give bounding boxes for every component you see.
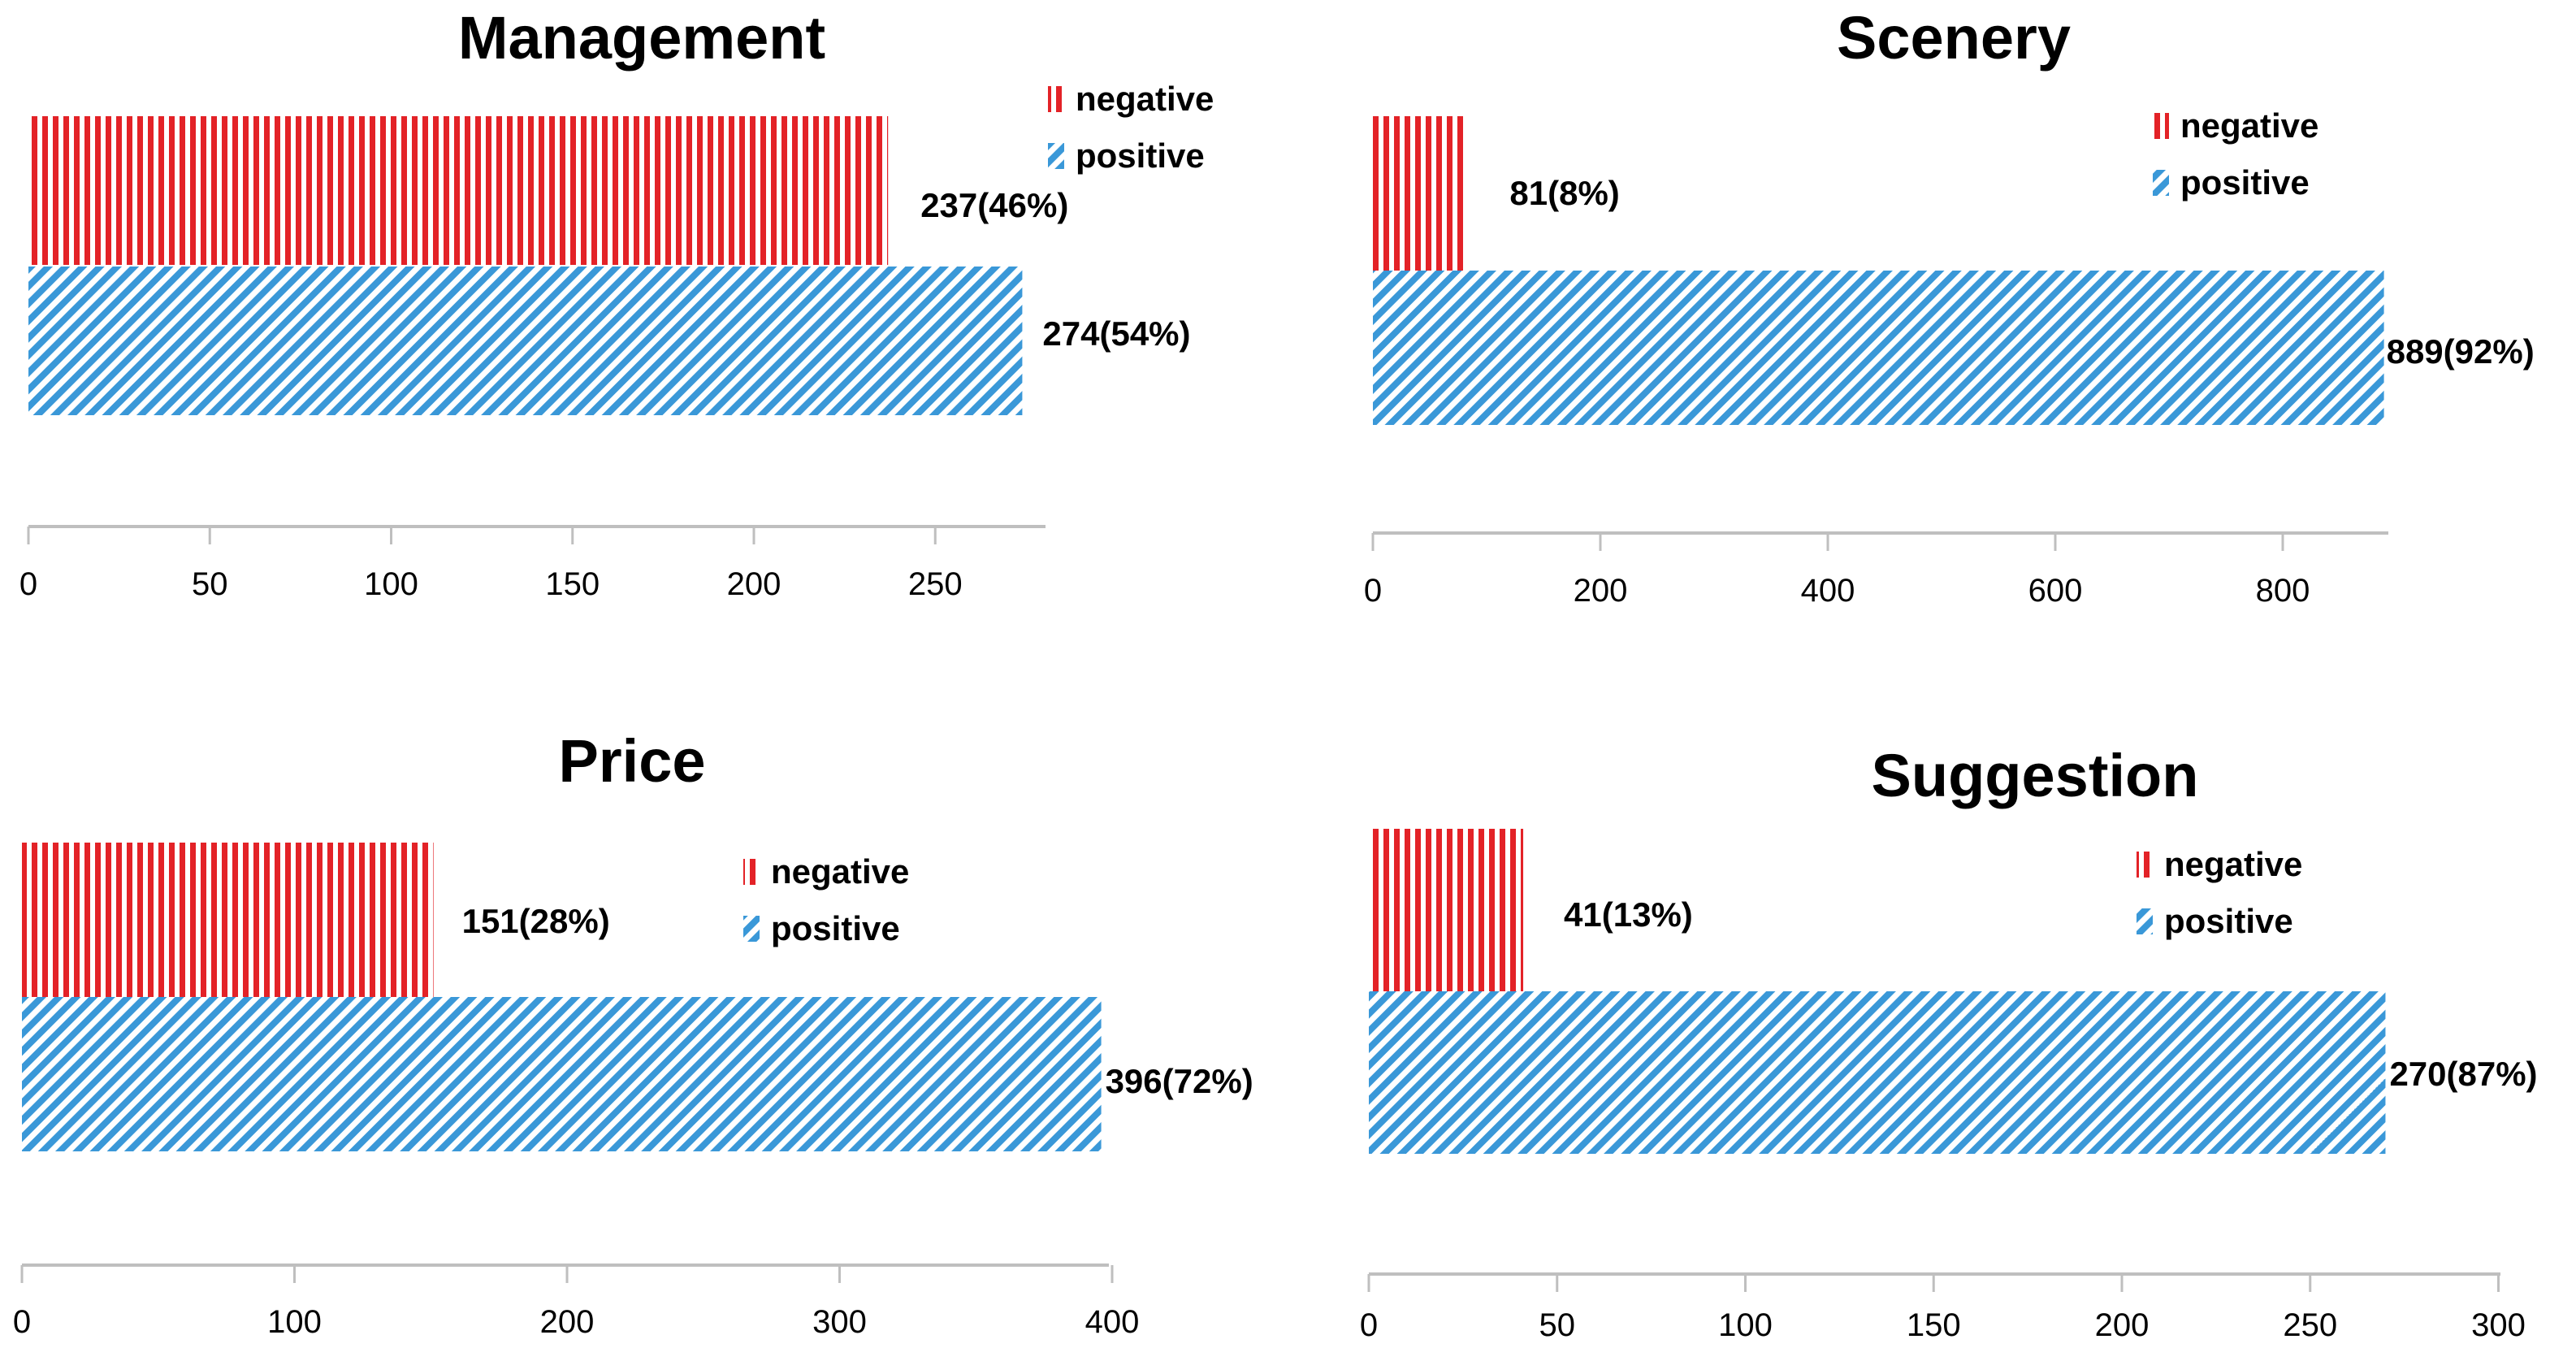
legend-label-positive: positive (2164, 902, 2293, 940)
legend-swatch-positive (1048, 143, 1064, 169)
chart-title: Price (558, 727, 705, 795)
legend-label-positive: positive (771, 909, 900, 947)
data-label-positive: 270(87%) (2389, 1055, 2537, 1093)
bar-positive (22, 997, 1102, 1151)
bar-negative (28, 116, 889, 265)
x-tick-label: 300 (2471, 1307, 2526, 1343)
x-tick-label: 200 (2095, 1307, 2150, 1343)
x-tick-label: 200 (540, 1304, 595, 1340)
data-label-negative: 81(8%) (1509, 174, 1619, 212)
bar-negative (22, 843, 434, 997)
x-tick-label: 600 (2028, 573, 2083, 609)
data-label-positive: 274(54%) (1042, 314, 1190, 353)
x-tick-label: 250 (908, 566, 963, 602)
x-tick-label: 300 (812, 1304, 867, 1340)
bar-positive (28, 267, 1023, 415)
chart-scenery: Scenery 81(8%) 889(92%) 0 200 400 600 800 negati… (1364, 4, 2535, 609)
legend-label-positive: positive (2180, 163, 2310, 202)
x-tick-label: 150 (1907, 1307, 1961, 1343)
x-tick-label: 400 (1085, 1304, 1140, 1340)
legend-swatch-negative (743, 859, 760, 885)
x-tick-label: 200 (1574, 573, 1628, 609)
legend-label-negative: negative (2180, 106, 2318, 145)
legend-label-negative: negative (2164, 845, 2302, 883)
chart-management: Management 237(46%) 274(54%) 0 50 100 150 200 25… (19, 4, 1214, 602)
data-label-positive: 396(72%) (1106, 1062, 1253, 1100)
chart-price: Price 151(28%) 396(72%) 0 100 200 300 400 negati… (13, 727, 1253, 1340)
x-tick-label: 0 (1360, 1307, 1378, 1343)
legend-swatch-positive (2137, 908, 2153, 934)
bar-negative (1369, 829, 1524, 991)
bar-positive (1373, 271, 2384, 425)
legend-label-negative: negative (1076, 80, 1214, 118)
x-tick-label: 800 (2256, 573, 2310, 609)
legend-swatch-negative (1048, 86, 1064, 112)
chart-title: Scenery (1837, 4, 2071, 72)
x-tick-label: 50 (192, 566, 228, 602)
chart-title: Management (458, 4, 825, 72)
data-label-negative: 151(28%) (462, 902, 610, 940)
x-tick-label: 0 (13, 1304, 31, 1340)
legend-swatch-positive (2153, 170, 2169, 196)
x-tick-label: 200 (727, 566, 781, 602)
chart-title: Suggestion (1872, 742, 2199, 809)
x-tick-label: 0 (1364, 573, 1382, 609)
x-tick-label: 0 (19, 566, 37, 602)
legend-label-positive: positive (1076, 137, 1205, 175)
x-tick-label: 100 (364, 566, 418, 602)
legend-swatch-negative (2153, 113, 2169, 139)
bar-negative (1373, 116, 1466, 271)
legend-swatch-positive (743, 916, 760, 942)
data-label-negative: 41(13%) (1564, 895, 1693, 934)
legend-swatch-negative (2137, 852, 2153, 878)
bar-positive (1369, 991, 2386, 1154)
chart-suggestion: Suggestion 41(13%) 270(87%) 0 50 100 150 200 250… (1360, 742, 2538, 1343)
data-label-positive: 889(92%) (2387, 332, 2535, 371)
x-tick-label: 50 (1539, 1307, 1576, 1343)
x-tick-label: 250 (2283, 1307, 2337, 1343)
x-tick-label: 100 (267, 1304, 322, 1340)
x-tick-label: 100 (1718, 1307, 1773, 1343)
legend-label-negative: negative (771, 852, 909, 891)
data-label-negative: 237(46%) (920, 186, 1068, 224)
x-tick-label: 150 (545, 566, 600, 602)
x-tick-label: 400 (1801, 573, 1855, 609)
